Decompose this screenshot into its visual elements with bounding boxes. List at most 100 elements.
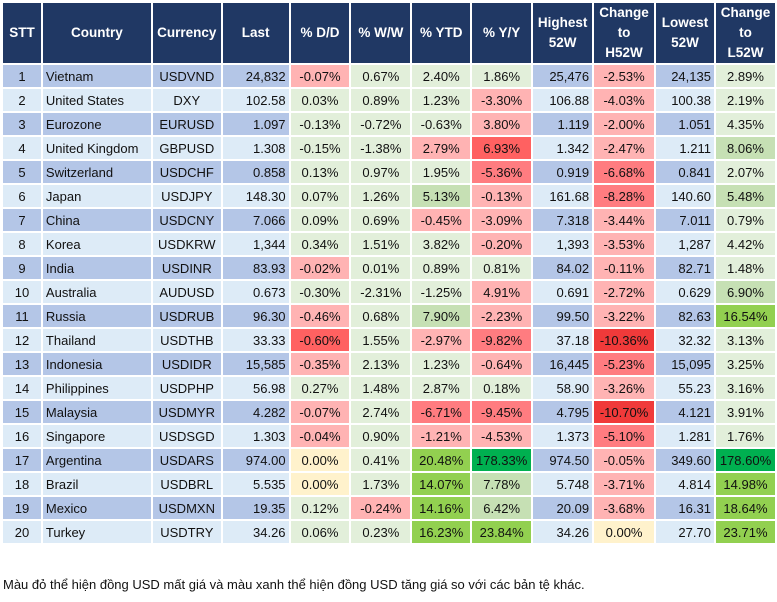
column-header-low: Lowest 52W [654, 1, 716, 65]
cell-ww: 1.51% [349, 231, 413, 257]
table-row: 7 China USDCNY 7.066 0.09% 0.69% -0.45% -3.09% 7… [1, 207, 777, 233]
cell-last: 15,585 [220, 351, 291, 377]
cell-currency: USDIDR [150, 351, 223, 377]
cell-stt: 19 [1, 495, 43, 521]
table-row: 16 Singapore USDSGD 1.303 -0.04% 0.90% -1.21% -… [1, 423, 777, 449]
cell-stt: 15 [1, 399, 43, 425]
cell-currency: USDTRY [150, 519, 223, 545]
cell-ytd: -1.21% [410, 423, 473, 449]
cell-low: 1.051 [654, 111, 716, 137]
cell-stt: 8 [1, 231, 43, 257]
column-header-dd: % D/D [288, 1, 352, 65]
cell-stt: 11 [1, 303, 43, 329]
cell-last: 19.35 [220, 495, 291, 521]
cell-ww: 1.55% [349, 327, 413, 353]
cell-ytd: 0.89% [410, 255, 473, 281]
cell-low: 140.60 [654, 183, 716, 209]
column-header-yy: % Y/Y [470, 1, 534, 65]
table-row: 10 Australia AUDUSD 0.673 -0.30% -2.31% -1.25%… [1, 279, 777, 305]
column-header-last: Last [220, 1, 291, 65]
cell-last: 5.535 [220, 471, 291, 497]
cell-yy: -0.64% [470, 351, 534, 377]
cell-low: 24,135 [654, 63, 716, 89]
cell-yy: 0.81% [470, 255, 534, 281]
cell-stt: 17 [1, 447, 43, 473]
cell-dd: 0.00% [288, 471, 352, 497]
cell-dd: -0.46% [288, 303, 352, 329]
cell-dd: -0.02% [288, 255, 352, 281]
cell-ww: 1.73% [349, 471, 413, 497]
cell-chl: 1.48% [713, 255, 777, 281]
table-row: 15 Malaysia USDMYR 4.282 -0.07% 2.74% -6.71% -9… [1, 399, 777, 425]
cell-dd: 0.34% [288, 231, 352, 257]
cell-high: 84.02 [531, 255, 595, 281]
cell-ww: 1.26% [349, 183, 413, 209]
cell-last: 148.30 [220, 183, 291, 209]
cell-last: 7.066 [220, 207, 291, 233]
cell-ww: -2.31% [349, 279, 413, 305]
cell-dd: 0.13% [288, 159, 352, 185]
cell-high: 0.919 [531, 159, 595, 185]
cell-currency: USDJPY [150, 183, 223, 209]
cell-low: 27.70 [654, 519, 716, 545]
table-row: 9 India USDINR 83.93 -0.02% 0.01% 0.89% 0.81% 84… [1, 255, 777, 281]
cell-chl: 3.91% [713, 399, 777, 425]
cell-stt: 12 [1, 327, 43, 353]
exchange-rate-table: STT Country Currency Last% D/D% W/W% YTD% Y… [1, 1, 777, 545]
cell-chl: 4.42% [713, 231, 777, 257]
cell-ytd: 7.90% [410, 303, 473, 329]
cell-low: 82.63 [654, 303, 716, 329]
cell-yy: -3.09% [470, 207, 534, 233]
cell-stt: 13 [1, 351, 43, 377]
cell-ytd: 2.79% [410, 135, 473, 161]
cell-ytd: -6.71% [410, 399, 473, 425]
cell-chl: 3.25% [713, 351, 777, 377]
cell-ytd: 1.23% [410, 87, 473, 113]
column-header-chh: Change to H52W [592, 1, 657, 65]
cell-country: Thailand [40, 327, 153, 353]
cell-country: Vietnam [40, 63, 153, 89]
cell-low: 4.121 [654, 399, 716, 425]
cell-chh: 0.00% [592, 519, 657, 545]
footnote: Màu đỏ thể hiện đồng USD mất giá và màu … [3, 577, 585, 592]
cell-ww: 0.67% [349, 63, 413, 89]
cell-currency: USDTHB [150, 327, 223, 353]
column-header-country: Country [40, 1, 153, 65]
cell-currency: USDCNY [150, 207, 223, 233]
cell-dd: 0.12% [288, 495, 352, 521]
cell-chl: 4.35% [713, 111, 777, 137]
cell-high: 1.373 [531, 423, 595, 449]
cell-yy: -9.45% [470, 399, 534, 425]
cell-chh: -5.23% [592, 351, 657, 377]
cell-ww: 0.23% [349, 519, 413, 545]
cell-ww: 0.90% [349, 423, 413, 449]
cell-dd: -0.04% [288, 423, 352, 449]
cell-yy: 0.18% [470, 375, 534, 401]
cell-stt: 7 [1, 207, 43, 233]
cell-yy: 178.33% [470, 447, 534, 473]
cell-low: 55.23 [654, 375, 716, 401]
cell-ww: 0.01% [349, 255, 413, 281]
cell-yy: -0.13% [470, 183, 534, 209]
cell-ytd: 1.23% [410, 351, 473, 377]
cell-currency: USDPHP [150, 375, 223, 401]
cell-last: 24,832 [220, 63, 291, 89]
cell-yy: 7.78% [470, 471, 534, 497]
cell-currency: DXY [150, 87, 223, 113]
cell-ww: 0.69% [349, 207, 413, 233]
cell-chl: 3.16% [713, 375, 777, 401]
column-header-high: Highest 52W [531, 1, 595, 65]
cell-country: Argentina [40, 447, 153, 473]
cell-stt: 2 [1, 87, 43, 113]
cell-chl: 2.19% [713, 87, 777, 113]
table-row: 11 Russia USDRUB 96.30 -0.46% 0.68% 7.90% -2.23… [1, 303, 777, 329]
cell-chh: -2.47% [592, 135, 657, 161]
cell-dd: -0.13% [288, 111, 352, 137]
cell-dd: -0.30% [288, 279, 352, 305]
cell-yy: -5.36% [470, 159, 534, 185]
table-row: 12 Thailand USDTHB 33.33 -0.60% 1.55% -2.97% -9… [1, 327, 777, 353]
cell-yy: -0.20% [470, 231, 534, 257]
cell-ytd: 16.23% [410, 519, 473, 545]
cell-low: 82.71 [654, 255, 716, 281]
cell-currency: USDCHF [150, 159, 223, 185]
